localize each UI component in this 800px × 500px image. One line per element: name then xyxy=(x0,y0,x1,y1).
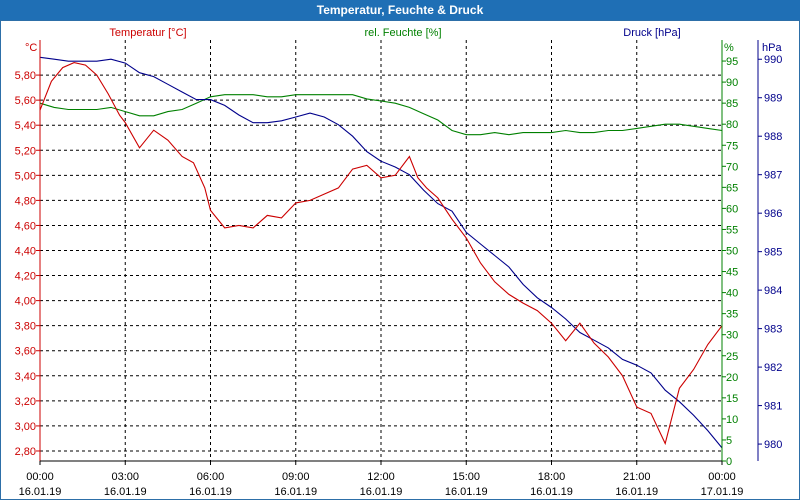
pressure-tick-label: 990 xyxy=(764,54,782,66)
humidity-tick-label: 75 xyxy=(726,140,738,152)
x-tick-date-label: 16.01.19 xyxy=(445,486,488,498)
temperature-tick-label: 5,60 xyxy=(15,95,36,107)
humidity-series-line xyxy=(39,94,723,136)
temperature-tick-label: 3,00 xyxy=(15,421,36,433)
pressure-unit: hPa xyxy=(762,42,782,54)
x-tick-time-label: 09:00 xyxy=(282,471,310,483)
series-layer xyxy=(39,56,723,449)
x-tick-date-label: 16.01.19 xyxy=(274,486,317,498)
humidity-tick-label: 50 xyxy=(726,246,738,258)
x-tick-date-label: 16.01.19 xyxy=(360,486,403,498)
humidity-tick-label: 25 xyxy=(726,351,738,363)
axes xyxy=(36,40,762,465)
pressure-tick-label: 980 xyxy=(764,439,782,451)
humidity-tick-label: 10 xyxy=(726,414,738,426)
x-tick-date-label: 16.01.19 xyxy=(19,486,62,498)
pressure-tick-label: 987 xyxy=(764,170,782,182)
temperature-tick-label: 3,20 xyxy=(15,396,36,408)
humidity-tick-label: 85 xyxy=(726,98,738,110)
pressure-tick-label: 985 xyxy=(764,247,782,259)
pressure-axis-label: Druck [hPa] xyxy=(623,27,680,39)
humidity-tick-label: 70 xyxy=(726,161,738,173)
pressure-tick-label: 981 xyxy=(764,401,782,413)
humidity-tick-label: 15 xyxy=(726,393,738,405)
x-tick-date-label: 16.01.19 xyxy=(189,486,232,498)
temperature-tick-label: 2,80 xyxy=(15,446,36,458)
temperature-tick-label: 5,20 xyxy=(15,145,36,157)
humidity-tick-label: 60 xyxy=(726,203,738,215)
humidity-tick-label: 30 xyxy=(726,330,738,342)
humidity-tick-label: 5 xyxy=(726,435,732,447)
temperature-axis-label: Temperatur [°C] xyxy=(109,27,186,39)
x-tick-date-label: 16.01.19 xyxy=(530,486,573,498)
pressure-tick-label: 983 xyxy=(764,324,782,336)
temperature-tick-label: 4,40 xyxy=(15,246,36,258)
x-tick-time-label: 06:00 xyxy=(197,471,225,483)
x-tick-date-label: 16.01.19 xyxy=(615,486,658,498)
temperature-tick-label: 3,60 xyxy=(15,346,36,358)
pressure-tick-label: 989 xyxy=(764,93,782,105)
temperature-tick-label: 3,40 xyxy=(15,371,36,383)
pressure-tick-label: 986 xyxy=(764,208,782,220)
x-tick-time-label: 03:00 xyxy=(111,471,139,483)
temperature-tick-label: 4,60 xyxy=(15,220,36,232)
x-tick-time-label: 00:00 xyxy=(26,471,54,483)
x-tick-time-label: 00:00 xyxy=(708,471,736,483)
x-tick-date-label: 16.01.19 xyxy=(104,486,147,498)
x-tick-time-label: 18:00 xyxy=(538,471,566,483)
temperature-tick-label: 4,20 xyxy=(15,271,36,283)
humidity-tick-label: 90 xyxy=(726,77,738,89)
humidity-tick-label: 80 xyxy=(726,119,738,131)
chart-title: Temperatur, Feuchte & Druck xyxy=(0,0,800,20)
humidity-tick-label: 45 xyxy=(726,267,738,279)
humidity-tick-label: 40 xyxy=(726,288,738,300)
humidity-tick-label: 55 xyxy=(726,224,738,236)
humidity-tick-label: 35 xyxy=(726,309,738,321)
temperature-tick-label: 3,80 xyxy=(15,321,36,333)
pressure-tick-label: 988 xyxy=(764,131,782,143)
humidity-tick-label: 65 xyxy=(726,182,738,194)
temperature-series-line xyxy=(39,62,723,446)
pressure-series-line xyxy=(39,56,723,449)
x-tick-time-label: 21:00 xyxy=(623,471,651,483)
temperature-tick-label: 5,40 xyxy=(15,120,36,132)
x-tick-time-label: 12:00 xyxy=(367,471,395,483)
temperature-tick-label: 4,00 xyxy=(15,296,36,308)
humidity-unit: % xyxy=(724,42,734,54)
pressure-tick-label: 982 xyxy=(764,362,782,374)
x-tick-time-label: 15:00 xyxy=(452,471,480,483)
labels: Temperatur [°C] rel. Feuchte [%] Druck [… xyxy=(15,27,783,498)
humidity-tick-label: 20 xyxy=(726,372,738,384)
humidity-tick-label: 95 xyxy=(726,56,738,68)
x-tick-date-label: 17.01.19 xyxy=(701,486,744,498)
temperature-tick-label: 4,80 xyxy=(15,195,36,207)
humidity-axis-label: rel. Feuchte [%] xyxy=(364,27,441,39)
pressure-tick-label: 984 xyxy=(764,285,782,297)
temperature-tick-label: 5,00 xyxy=(15,170,36,182)
temperature-unit: °C xyxy=(25,42,37,54)
grid xyxy=(40,40,722,461)
humidity-tick-label: 0 xyxy=(726,456,732,468)
temperature-tick-label: 5,80 xyxy=(15,70,36,82)
